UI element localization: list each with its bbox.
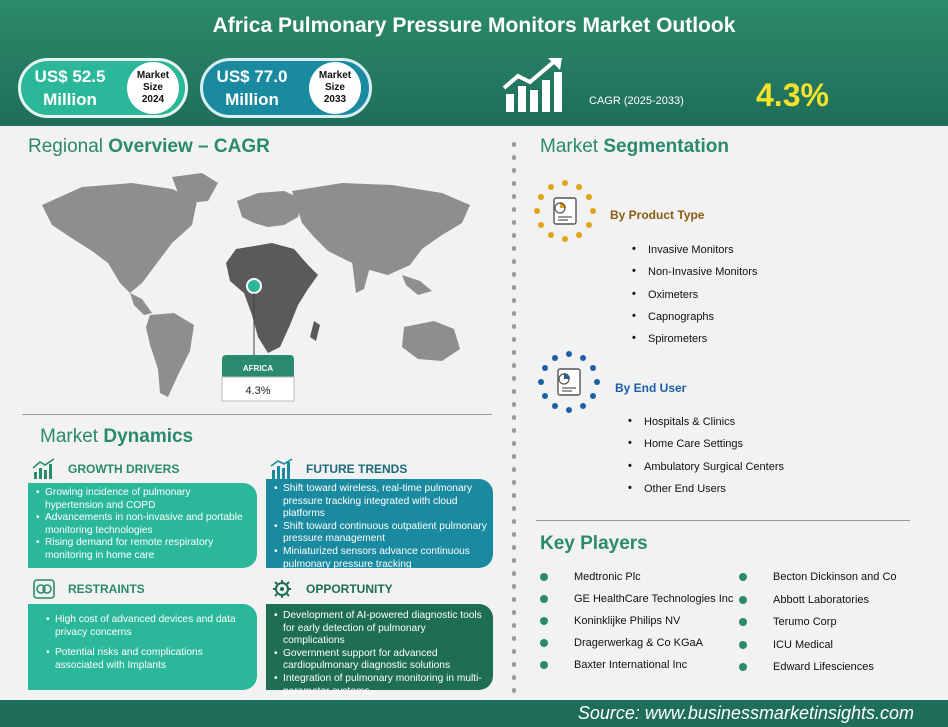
list-item: Capnographs bbox=[632, 310, 757, 333]
list-item: Shift toward wireless, real-time pulmona… bbox=[274, 483, 487, 521]
list-item: Integration of pulmonary monitoring in m… bbox=[274, 673, 487, 698]
growth-drivers-box: Growing incidence of pulmonary hypertens… bbox=[28, 483, 257, 568]
opportunity-header: OPPORTUNITY bbox=[270, 578, 393, 600]
key-player-item: Terumo Corp bbox=[739, 616, 929, 629]
cagr-value: 4.3% bbox=[756, 77, 829, 113]
list-item: Ambulatory Surgical Centers bbox=[628, 460, 784, 483]
market-size-2033-value: US$ 77.0 Million bbox=[216, 67, 288, 109]
africa-callout: AFRICA 4.3% bbox=[221, 355, 295, 402]
list-item: Invasive Monitors bbox=[632, 243, 757, 266]
footer-bar: Source: www.businessmarketinsights.com bbox=[0, 700, 948, 727]
vertical-divider bbox=[512, 138, 516, 694]
product-type-title: By Product Type bbox=[610, 208, 705, 222]
market-segmentation-heading: Market Segmentation bbox=[540, 136, 729, 157]
end-user-list: Hospitals & Clinics Home Care Settings A… bbox=[628, 415, 784, 505]
regional-overview-heading: Regional Overview – CAGR bbox=[28, 136, 270, 157]
key-player-item: Abbott Laboratories bbox=[739, 594, 929, 607]
restraints-box: High cost of advanced devices and data p… bbox=[28, 604, 257, 690]
source-link[interactable]: Source: www.businessmarketinsights.com bbox=[577, 703, 914, 723]
key-player-item: Koninklijke Philips NV bbox=[540, 615, 740, 628]
future-trends-header: FUTURE TRENDS bbox=[270, 458, 407, 480]
list-item: Non-Invasive Monitors bbox=[632, 265, 757, 288]
key-players-left-list: Medtronic Plc GE HealthCare Technologies… bbox=[540, 571, 740, 672]
key-players-heading: Key Players bbox=[540, 533, 648, 554]
bar-growth-icon bbox=[32, 458, 55, 479]
opportunity-gear-icon bbox=[273, 580, 291, 598]
list-item: Rising demand for remote respiratory mon… bbox=[36, 537, 251, 562]
key-player-item: Medtronic Plc bbox=[540, 571, 740, 584]
restraint-link-icon bbox=[33, 579, 55, 599]
key-player-item: ICU Medical bbox=[739, 639, 929, 652]
list-item: Spirometers bbox=[632, 332, 757, 355]
list-item: Government support for advanced cardiopu… bbox=[274, 648, 487, 673]
restraints-header: RESTRAINTS bbox=[32, 578, 145, 600]
list-item: Potential risks and complications associ… bbox=[46, 647, 251, 672]
list-item: Hospitals & Clinics bbox=[628, 415, 784, 438]
report-pie-icon bbox=[534, 180, 596, 242]
market-size-2024-value: US$ 52.5 Million bbox=[34, 67, 106, 109]
region-value: 4.3% bbox=[245, 385, 270, 397]
future-trends-box: Shift toward wireless, real-time pulmona… bbox=[266, 479, 493, 571]
market-dynamics-heading: Market Dynamics bbox=[40, 426, 194, 447]
world-map: AFRICA 4.3% bbox=[42, 173, 470, 402]
key-players-right-list: Becton Dickinson and Co Abbott Laborator… bbox=[739, 571, 929, 674]
list-item: High cost of advanced devices and data p… bbox=[46, 614, 251, 639]
growth-drivers-header: GROWTH DRIVERS bbox=[32, 458, 179, 480]
bar-growth-icon bbox=[502, 58, 562, 112]
market-size-2024-badge: Market Size 2024 bbox=[127, 62, 179, 114]
opportunity-box: Development of AI-powered diagnostic too… bbox=[266, 604, 493, 697]
list-item: Oximeters bbox=[632, 288, 757, 311]
list-item: Home Care Settings bbox=[628, 437, 784, 460]
market-size-2024-pill: US$ 52.5 Million Market Size 2024 bbox=[18, 58, 188, 118]
report-pie-icon bbox=[538, 351, 600, 413]
list-item: Other End Users bbox=[628, 482, 784, 505]
section-divider bbox=[22, 414, 492, 415]
product-type-list: Invasive Monitors Non-Invasive Monitors … bbox=[632, 243, 757, 355]
region-name: AFRICA bbox=[243, 364, 273, 373]
map-pin-icon bbox=[246, 278, 262, 355]
list-item: Growing incidence of pulmonary hypertens… bbox=[36, 487, 251, 512]
key-player-item: Edward Lifesciences bbox=[739, 661, 929, 674]
key-player-item: Baxter International Inc bbox=[540, 659, 740, 672]
key-player-item: Becton Dickinson and Co bbox=[739, 571, 929, 584]
market-size-2033-pill: US$ 77.0 Million Market Size 2033 bbox=[200, 58, 372, 118]
end-user-title: By End User bbox=[615, 381, 687, 395]
list-item: Development of AI-powered diagnostic too… bbox=[274, 610, 487, 648]
list-item: Miniaturized sensors advance continuous … bbox=[274, 546, 487, 571]
list-item: Shift toward continuous outpatient pulmo… bbox=[274, 521, 487, 546]
header-banner: Africa Pulmonary Pressure Monitors Marke… bbox=[0, 0, 948, 126]
market-size-2033-badge: Market Size 2033 bbox=[309, 62, 361, 114]
page-title: Africa Pulmonary Pressure Monitors Marke… bbox=[212, 14, 736, 37]
cagr-label: CAGR (2025-2033) bbox=[589, 95, 684, 107]
key-player-item: GE HealthCare Technologies Inc bbox=[540, 593, 740, 606]
trend-chart-icon bbox=[270, 458, 293, 479]
key-player-item: Dragerwerkag & Co KGaA bbox=[540, 637, 740, 650]
section-divider bbox=[536, 520, 910, 521]
list-item: Advancements in non-invasive and portabl… bbox=[36, 512, 251, 537]
